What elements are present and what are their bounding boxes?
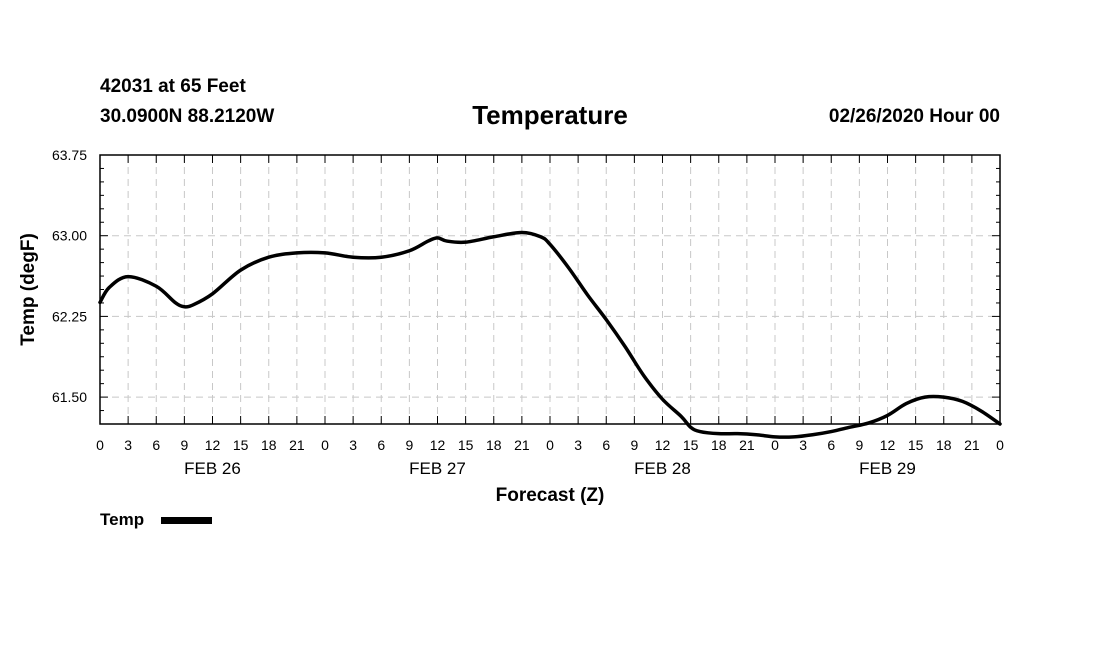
y-axis-label: Temp (degF) [18,233,39,346]
axes: 0 3 6 9 12 15 18 21 0 3 6 9 12 15 18 21 0 3 6 9 12 15 18 21 0 3 6 9… [18,147,1004,506]
x-tick-label: 15 [458,437,474,453]
x-tick-label: 6 [377,437,385,453]
x-tick-label: 21 [514,437,530,453]
x-tick-label: 21 [739,437,755,453]
x-tick-label: 15 [683,437,699,453]
x-tick-label: 6 [152,437,160,453]
y-tick-label: 63.75 [52,147,87,163]
y-tick-label: 62.25 [52,308,87,324]
x-tick-label: 12 [430,437,446,453]
gridlines [100,154,1000,424]
x-tick-label: 15 [908,437,924,453]
x-tick-label: 0 [996,437,1004,453]
temp-series-line [98,230,1002,439]
x-tick-label: 15 [233,437,249,453]
x-tick-label: 6 [602,437,610,453]
x-tick-label: 9 [855,437,863,453]
x-tick-label: 18 [711,437,727,453]
station-label: 42031 at 65 Feet [100,76,246,97]
legend-swatch [161,517,212,524]
series-layer [98,230,1002,439]
x-tick-label: 3 [799,437,807,453]
x-tick-label: 3 [349,437,357,453]
legend: Temp [100,510,212,529]
date-label: FEB 29 [859,459,916,478]
x-tick-label: 12 [655,437,671,453]
date-label: FEB 27 [409,459,466,478]
x-tick-label: 3 [574,437,582,453]
x-tick-label: 9 [630,437,638,453]
x-tick-label: 18 [936,437,952,453]
x-tick-label: 0 [96,437,104,453]
x-tick-label: 6 [827,437,835,453]
y-tick-label: 61.50 [52,389,87,405]
x-tick-label: 0 [771,437,779,453]
plot-frame [99,154,1001,425]
station-coordinates: 30.0900N 88.2120W [100,106,275,127]
x-tick-label: 18 [261,437,277,453]
x-tick-label: 0 [546,437,554,453]
x-axis-label: Forecast (Z) [496,485,605,506]
x-tick-label: 12 [880,437,896,453]
forecast-datetime: 02/26/2020 Hour 00 [828,106,1000,127]
y-tick-label: 63.00 [52,228,87,244]
date-label: FEB 28 [634,459,691,478]
x-tick-label: 18 [486,437,502,453]
x-tick-label: 0 [321,437,329,453]
x-tick-label: 21 [964,437,980,453]
x-tick-label: 9 [405,437,413,453]
date-label: FEB 26 [184,459,241,478]
legend-label: Temp [100,510,144,529]
x-tick-label: 21 [289,437,305,453]
x-tick-label: 9 [180,437,188,453]
x-tick-label: 3 [124,437,132,453]
x-tick-label: 12 [205,437,221,453]
chart-title: Temperature [472,100,628,130]
